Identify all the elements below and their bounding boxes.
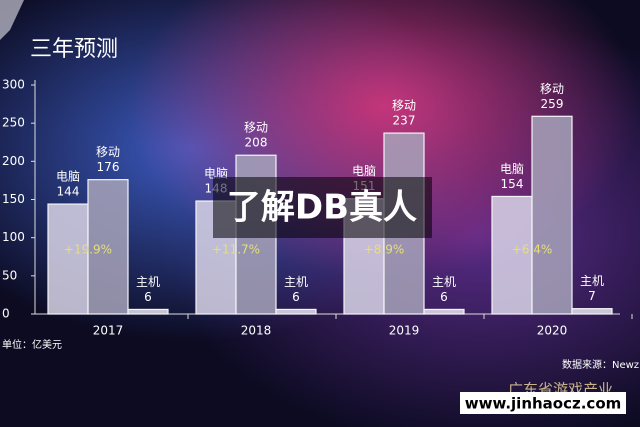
bar-series-label: 电脑 — [56, 170, 80, 184]
y-tick-label: 100 — [2, 230, 25, 244]
bar-series-label: 主机 — [580, 274, 604, 288]
bar-value-label: 6 — [144, 290, 152, 304]
bar-series-label: 移动 — [540, 82, 564, 96]
y-tick-label: 0 — [2, 307, 10, 321]
bar-series-label: 主机 — [136, 275, 160, 289]
bar-value-label: 176 — [97, 160, 120, 174]
bar-series-label: 电脑 — [352, 164, 376, 178]
bar-value-label: 6 — [440, 290, 448, 304]
growth-label: +19.9% — [64, 243, 112, 257]
x-tick-label: 2020 — [537, 324, 568, 338]
y-tick-label: 200 — [2, 154, 25, 168]
x-tick-label: 2018 — [241, 324, 272, 338]
bar-value-label: 7 — [588, 289, 596, 303]
overlay-box — [213, 177, 432, 238]
bar-value-label: 144 — [57, 185, 80, 199]
bar — [423, 308, 465, 315]
bar-value-label: 6 — [292, 290, 300, 304]
bar-value-label: 259 — [541, 97, 564, 111]
watermark-url: www.jinhaocz.com — [465, 395, 622, 413]
bar-series-label: 移动 — [392, 99, 416, 113]
x-tick-label: 2019 — [389, 324, 420, 338]
growth-label: +8.9% — [364, 243, 405, 257]
growth-label: +11.7% — [212, 243, 260, 257]
bar-series-label: 移动 — [244, 121, 268, 135]
x-tick-label: 2017 — [93, 324, 124, 338]
bar-value-label: 208 — [245, 136, 268, 150]
y-tick-label: 300 — [2, 78, 25, 92]
y-tick-label: 50 — [2, 268, 17, 282]
growth-label: +6.4% — [512, 243, 553, 257]
bar-series-label: 移动 — [96, 145, 120, 159]
y-tick-label: 250 — [2, 116, 25, 130]
logo — [0, 0, 24, 40]
chart-title: 三年预测 — [30, 37, 118, 62]
bar — [87, 179, 129, 315]
bar-value-label: 154 — [501, 177, 524, 191]
y-tick-label: 150 — [2, 192, 25, 206]
bar — [275, 308, 317, 315]
overlay-text: 了解DB真人 — [227, 188, 417, 228]
bar — [127, 308, 169, 315]
unit-note: 单位：亿美元 — [2, 338, 62, 351]
source-note: 数据来源：Newz — [562, 358, 639, 371]
bar-series-label: 主机 — [432, 275, 456, 289]
bar — [47, 203, 89, 315]
bar — [571, 308, 613, 315]
bar — [531, 115, 573, 315]
bar-value-label: 237 — [393, 114, 416, 128]
bar-series-label: 主机 — [284, 275, 308, 289]
bar-series-label: 电脑 — [500, 162, 524, 176]
url-box — [460, 392, 626, 414]
